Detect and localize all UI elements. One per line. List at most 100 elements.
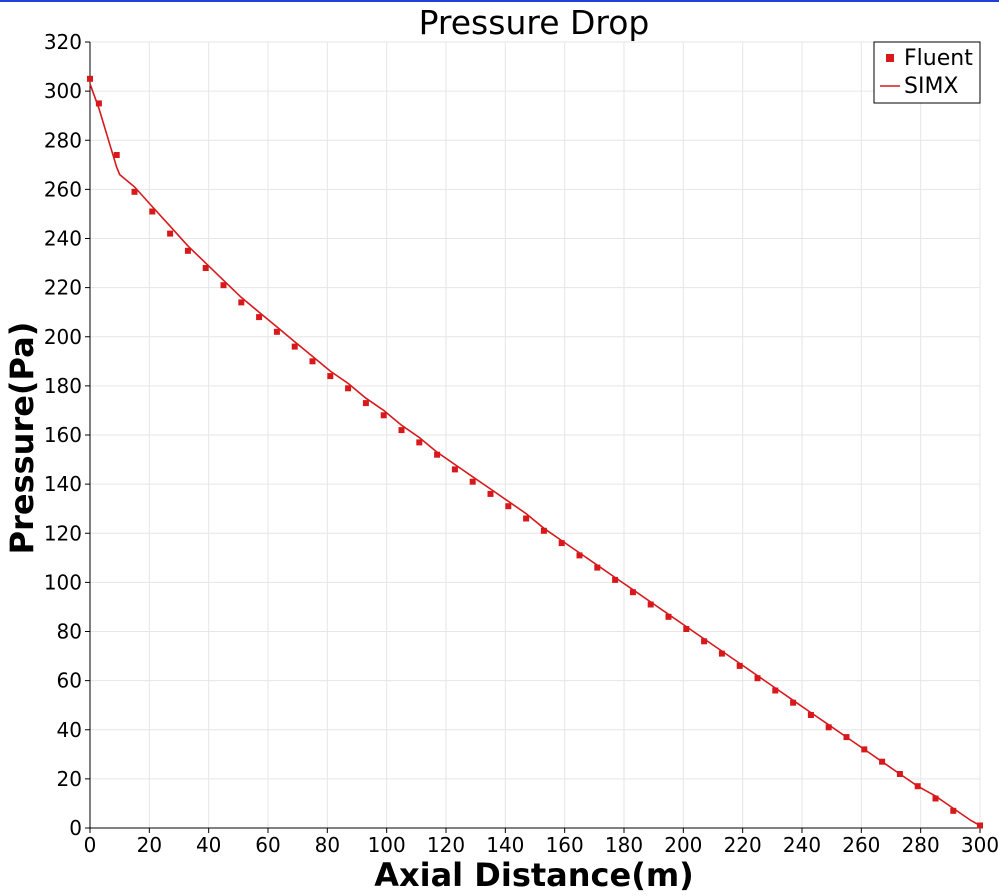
fluent-point <box>701 638 708 645</box>
y-tick-label: 40 <box>57 718 82 742</box>
y-tick-label: 220 <box>44 276 82 300</box>
legend: Fluent SIMX <box>873 41 981 104</box>
fluent-point <box>718 650 725 657</box>
y-tick-label: 280 <box>44 128 82 152</box>
fluent-point <box>380 412 387 419</box>
fluent-point <box>469 478 476 485</box>
fluent-point <box>362 400 369 407</box>
fluent-point <box>113 152 120 158</box>
fluent-point <box>540 527 547 534</box>
fluent-point <box>977 822 983 829</box>
y-tick-label: 60 <box>57 669 82 693</box>
y-tick-label: 300 <box>44 79 82 103</box>
fluent-point <box>95 100 102 107</box>
fluent-point <box>558 540 565 547</box>
x-tick-label: 0 <box>84 833 97 857</box>
fluent-point <box>345 385 352 392</box>
fluent-point <box>451 466 458 473</box>
fluent-point <box>879 758 886 765</box>
y-tick-label: 180 <box>44 374 82 398</box>
fluent-point <box>594 564 601 571</box>
x-tick-label: 200 <box>664 833 702 857</box>
x-tick-label: 160 <box>546 833 584 857</box>
fluent-point <box>790 699 797 706</box>
x-tick-label: 180 <box>605 833 643 857</box>
fluent-point <box>87 75 93 82</box>
fluent-point <box>843 734 850 741</box>
y-ticks: 0 20 40 60 80 100 120 140 160 180 200 220 240 260 280 3… <box>44 30 90 840</box>
fluent-point <box>487 490 494 497</box>
y-tick-label: 320 <box>44 30 82 54</box>
fluent-point <box>416 439 423 446</box>
fluent-point <box>950 807 957 814</box>
y-tick-label: 20 <box>57 767 82 791</box>
fluent-point <box>202 265 209 271</box>
fluent-point <box>665 613 672 620</box>
x-tick-label: 220 <box>724 833 762 857</box>
fluent-point <box>273 328 280 335</box>
fluent-point <box>238 299 245 306</box>
simx-series <box>89 83 981 827</box>
fluent-point <box>807 712 814 718</box>
x-tick-label: 140 <box>486 833 524 857</box>
x-tick-label: 280 <box>902 833 940 857</box>
x-tick-label: 260 <box>842 833 880 857</box>
fluent-point <box>896 771 903 777</box>
fluent-point <box>149 208 156 215</box>
y-axis-label: Pressure(Pa) <box>3 322 41 555</box>
fluent-point <box>576 552 583 559</box>
y-tick-label: 200 <box>44 325 82 349</box>
fluent-point <box>612 576 619 583</box>
fluent-point <box>220 282 227 289</box>
x-tick-label: 40 <box>196 833 221 857</box>
fluent-point <box>131 188 138 195</box>
legend-box <box>873 41 981 104</box>
y-tick-label: 260 <box>44 177 82 201</box>
simx-line <box>89 83 981 827</box>
fluent-point <box>772 687 779 694</box>
fluent-point <box>434 451 441 458</box>
y-tick-label: 160 <box>44 423 82 447</box>
y-tick-label: 100 <box>44 570 82 594</box>
x-tick-label: 20 <box>137 833 162 857</box>
x-tick-label: 300 <box>961 833 999 857</box>
legend-marker-fluent <box>886 54 894 62</box>
window-top-border <box>0 0 999 2</box>
fluent-point <box>184 247 191 254</box>
fluent-point <box>932 795 939 802</box>
x-ticks: 0 20 40 60 80 100 120 140 160 180 200 220 240 260 280 3… <box>84 828 999 857</box>
fluent-point <box>167 230 174 237</box>
y-tick-label: 80 <box>57 620 82 644</box>
y-tick-label: 240 <box>44 227 82 251</box>
x-tick-label: 120 <box>427 833 465 857</box>
x-tick-label: 240 <box>783 833 821 857</box>
y-tick-label: 140 <box>44 472 82 496</box>
x-tick-label: 100 <box>368 833 406 857</box>
legend-label-simx: SIMX <box>904 74 959 99</box>
fluent-point <box>256 314 263 321</box>
y-tick-label: 0 <box>69 816 82 840</box>
fluent-point <box>736 662 743 669</box>
fluent-point <box>505 503 512 510</box>
fluent-point <box>309 358 316 365</box>
fluent-point <box>861 746 868 753</box>
y-tick-label: 120 <box>44 521 82 545</box>
legend-label-fluent: Fluent <box>904 46 973 71</box>
chart-title: Pressure Drop <box>419 3 650 42</box>
fluent-point <box>647 601 654 608</box>
fluent-point <box>327 373 334 380</box>
x-axis-label: Axial Distance(m) <box>374 856 694 894</box>
fluent-point <box>683 626 690 632</box>
x-tick-label: 60 <box>255 833 280 857</box>
x-tick-label: 80 <box>315 833 340 857</box>
fluent-series <box>87 75 983 829</box>
fluent-point <box>398 427 405 434</box>
fluent-point <box>629 589 636 596</box>
fluent-point <box>523 515 530 522</box>
grid-lines <box>90 41 981 828</box>
fluent-point <box>825 724 832 731</box>
fluent-point <box>291 343 298 350</box>
fluent-point <box>914 783 921 790</box>
fluent-point <box>754 675 761 682</box>
